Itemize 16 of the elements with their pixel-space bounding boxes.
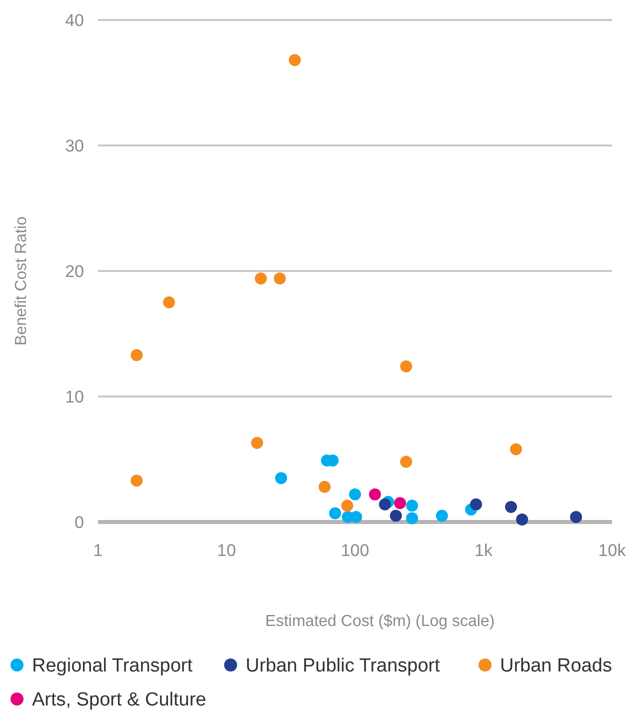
y-axis-title: Benefit Cost Ratio (13, 216, 30, 346)
x-tick-label: 1k (474, 541, 493, 560)
x-tick-label: 10 (217, 541, 236, 560)
y-tick-label: 20 (65, 262, 84, 281)
x-axis-title: Estimated Cost ($m) (Log scale) (265, 613, 495, 630)
legend-label: Urban Public Transport (246, 656, 441, 677)
legend-label: Urban Roads (500, 656, 612, 677)
y-tick-label: 40 (65, 10, 84, 30)
y-tick-label: 10 (65, 387, 84, 406)
y-tick-label: 30 (65, 136, 84, 156)
legend-label: Regional Transport (32, 656, 194, 677)
x-tick-label: 1 (93, 541, 103, 560)
legend-label: Arts, Sport & Culture (32, 690, 206, 711)
x-tick-label: 100 (340, 541, 370, 560)
y-tick-label: 0 (74, 512, 84, 532)
x-tick-label: 10k (598, 541, 626, 560)
